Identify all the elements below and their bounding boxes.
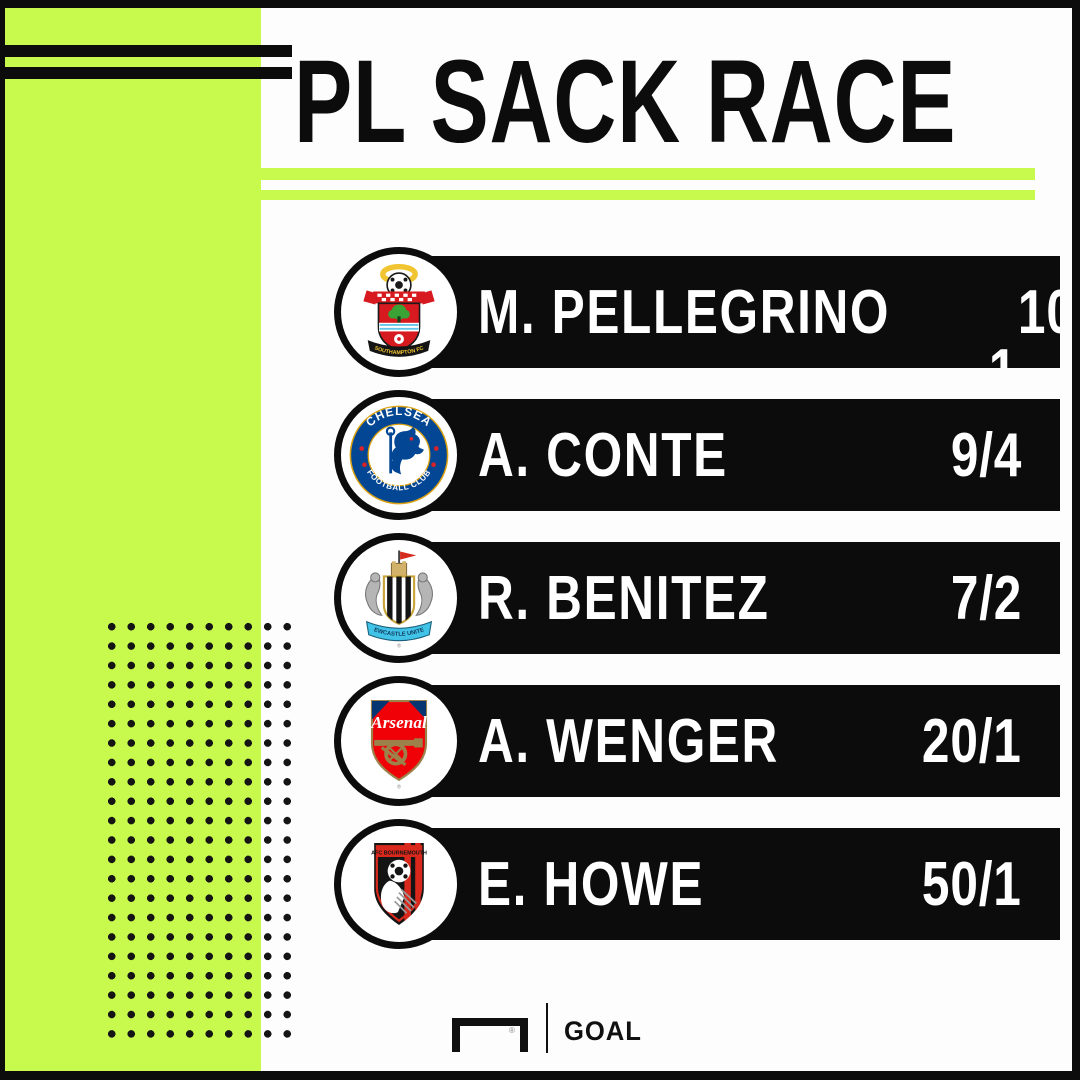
sack-race-row: A. WENGER 20/1 Arsenal ® (0, 676, 1080, 806)
sack-race-row: A. CONTE 9/4 CHELSEA FOOTBALL CLUB (0, 390, 1080, 520)
manager-name: A. WENGER (478, 706, 779, 776)
newcastle-crest-icon: NEWCASTLE UNITED ® (345, 544, 433, 650)
southampton-crest-icon: SOUTHAMPTON FC (363, 263, 435, 357)
odds-bar: R. BENITEZ 7/2 (398, 542, 1060, 654)
club-crest-badge: Arsenal ® (334, 676, 464, 806)
dot-grid-pattern (102, 617, 298, 1043)
manager-name: E. HOWE (478, 849, 705, 919)
sack-race-row: R. BENITEZ 7/2 (0, 533, 1080, 663)
page-title: PL SACK RACE (294, 36, 957, 168)
frame-border-top (0, 0, 1080, 8)
manager-name: A. CONTE (478, 420, 728, 490)
brand-name: GOAL (564, 1015, 642, 1046)
crest-text: Arsenal (370, 713, 427, 732)
registered-mark: ® (397, 784, 401, 791)
logo-divider (546, 1003, 548, 1053)
club-crest-badge: SOUTHAMPTON FC (334, 247, 464, 377)
odds-value: 50/1 (922, 849, 1022, 919)
goalpost-icon: ® (452, 1018, 528, 1052)
sack-race-row: E. HOWE 50/1 AFC BOURNEMOUTH (0, 819, 1080, 949)
arsenal-crest-icon: Arsenal ® (370, 699, 428, 791)
odds-value: 20/1 (922, 706, 1022, 776)
registered-mark: ® (397, 643, 401, 650)
chelsea-crest-icon: CHELSEA FOOTBALL CLUB (349, 404, 449, 505)
odds-value: 9/4 (950, 420, 1022, 490)
crest-text: SOUTHAMPTON FC (373, 345, 424, 356)
club-crest-badge: AFC BOURNEMOUTH (334, 819, 464, 949)
sack-race-row: M. PELLEGRINO 10/1 1 (0, 247, 1080, 377)
top-black-stripe-1 (0, 45, 292, 57)
bournemouth-crest-icon: AFC BOURNEMOUTH (371, 842, 427, 926)
top-black-stripe-2 (0, 67, 292, 79)
club-crest-badge: CHELSEA FOOTBALL CLUB (334, 390, 464, 520)
odds-value: 7/2 (950, 563, 1022, 633)
odds-value: 10/1 (1018, 277, 1060, 347)
title-underline-2 (252, 190, 1035, 200)
frame-border-bottom (0, 1071, 1080, 1080)
manager-name: M. PELLEGRINO (478, 277, 891, 347)
frame-border-right (1072, 0, 1080, 1080)
odds-bar: M. PELLEGRINO 10/1 1 (398, 256, 1060, 368)
odds-bar: E. HOWE 50/1 (398, 828, 1060, 940)
manager-name: R. BENITEZ (478, 563, 770, 633)
goal-brand-logo: ® GOAL (452, 1000, 646, 1056)
odds-bar: A. WENGER 20/1 (398, 685, 1060, 797)
title-underline-1 (252, 168, 1035, 180)
frame-border-left (0, 0, 5, 1080)
svg-text:SOUTHAMPTON FC: SOUTHAMPTON FC (373, 345, 424, 356)
crest-text: AFC BOURNEMOUTH (371, 850, 427, 856)
registered-mark: ® (509, 1026, 515, 1035)
clipped-overflow-digit: 1 (988, 341, 1016, 369)
odds-bar: A. CONTE 9/4 (398, 399, 1060, 511)
club-crest-badge: NEWCASTLE UNITED ® (334, 533, 464, 663)
